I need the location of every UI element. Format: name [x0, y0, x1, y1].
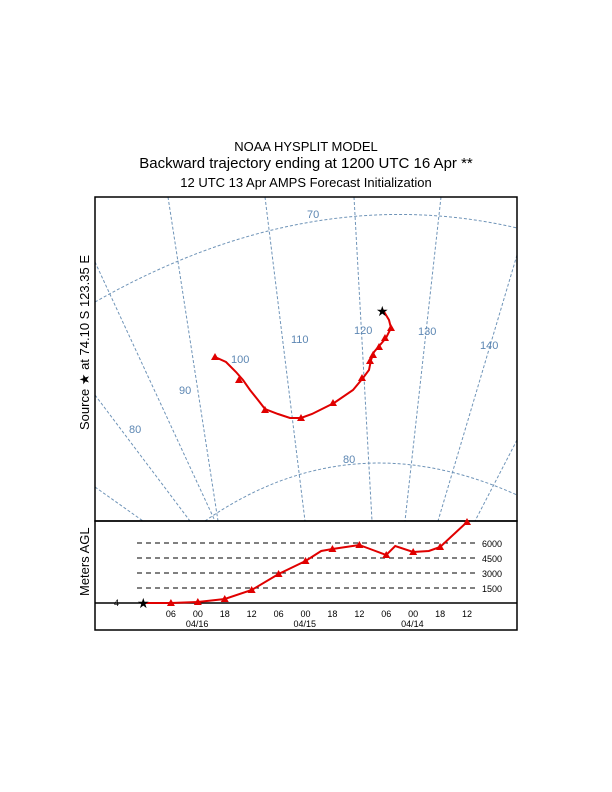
- height-marker: [409, 548, 418, 555]
- lon-label: 140: [480, 340, 498, 352]
- map-grid: [95, 197, 517, 521]
- meridian-line: [95, 486, 144, 521]
- trajectory-marker: [261, 406, 269, 413]
- height-markers: [166, 518, 471, 606]
- date-label: 04/14: [401, 619, 424, 629]
- height-marker: [463, 518, 471, 525]
- lat-label: 80: [343, 454, 355, 466]
- y-tick-label: 6000: [482, 539, 502, 549]
- trajectory-marker: [387, 324, 395, 331]
- plot-subtitle: 12 UTC 13 Apr AMPS Forecast Initializati…: [180, 175, 432, 190]
- y-tick-label: 1500: [482, 584, 502, 594]
- meridian-line: [95, 261, 216, 521]
- height-marker: [247, 586, 256, 593]
- plot-title: Backward trajectory ending at 1200 UTC 1…: [139, 155, 473, 172]
- y-axis-label: Meters AGL: [77, 527, 92, 596]
- trajectory-marker: [297, 414, 305, 421]
- date-label: 04/16: [186, 619, 209, 629]
- y-tick-label: 3000: [482, 569, 502, 579]
- lon-label: 110: [291, 334, 309, 346]
- y-tick-label: 4500: [482, 554, 502, 564]
- meridian-line: [474, 439, 517, 521]
- height-marker: [274, 570, 283, 577]
- lon-label: 90: [179, 385, 191, 397]
- lon-label: 100: [231, 354, 249, 366]
- x-tick-label: 12: [354, 609, 364, 619]
- trajectory-marker: [366, 357, 374, 364]
- latitude-arc-80: [204, 462, 517, 521]
- model-name: NOAA HYSPLIT MODEL: [234, 139, 378, 154]
- trajectory-path: [214, 309, 393, 419]
- trajectory-markers: [211, 324, 395, 421]
- latitude-arc-70: [95, 213, 517, 303]
- height-frame: [94, 520, 518, 631]
- x-tick-label: 18: [435, 609, 445, 619]
- trajectory-marker: [381, 334, 389, 341]
- height-marker: [193, 598, 202, 605]
- source-location-label: Source ★ at 74.10 S 123.35 E: [77, 255, 92, 430]
- trajectory-marker: [211, 353, 219, 360]
- height-gridlines: 1500 3000 4500 6000: [137, 539, 502, 594]
- lat-label: 70: [307, 209, 319, 221]
- height-marker: [220, 595, 229, 602]
- trajectory-marker: [235, 376, 243, 383]
- meridian-line: [353, 197, 373, 521]
- x-tick-label: 00: [408, 609, 418, 619]
- height-marker: [382, 551, 391, 558]
- time-ticks: 06 00 18 12 06 00 18 12 06 00 18 12 04/16 04/15 04/14: [166, 609, 472, 629]
- trajectory-marker: [358, 374, 366, 381]
- height-marker: [436, 543, 445, 550]
- start-marker-label: 4: [114, 598, 119, 608]
- x-tick-label: 12: [247, 609, 257, 619]
- date-label: 04/15: [294, 619, 317, 629]
- height-marker: [328, 545, 337, 552]
- lon-label: 130: [418, 326, 436, 338]
- trajectory-marker: [369, 351, 377, 358]
- meridian-line: [404, 197, 442, 521]
- meridian-line: [437, 254, 517, 521]
- x-tick-label: 00: [193, 609, 203, 619]
- x-tick-label: 00: [301, 609, 311, 619]
- x-tick-label: 18: [327, 609, 337, 619]
- x-tick-label: 06: [274, 609, 284, 619]
- trajectory-marker: [375, 343, 383, 350]
- x-tick-label: 18: [220, 609, 230, 619]
- meridian-line: [264, 197, 306, 521]
- source-star-icon: ★: [376, 303, 389, 319]
- lon-label: 80: [129, 424, 141, 436]
- x-tick-label: 06: [166, 609, 176, 619]
- meridian-line: [95, 394, 191, 521]
- x-tick-label: 12: [462, 609, 472, 619]
- height-marker: [166, 599, 175, 606]
- height-marker: [355, 541, 364, 548]
- trajectory-marker: [329, 399, 337, 406]
- lon-label: 120: [354, 325, 372, 337]
- height-series-line: [144, 521, 468, 604]
- height-marker: [301, 557, 310, 564]
- height-star-icon: ★: [137, 595, 150, 611]
- x-tick-label: 06: [381, 609, 391, 619]
